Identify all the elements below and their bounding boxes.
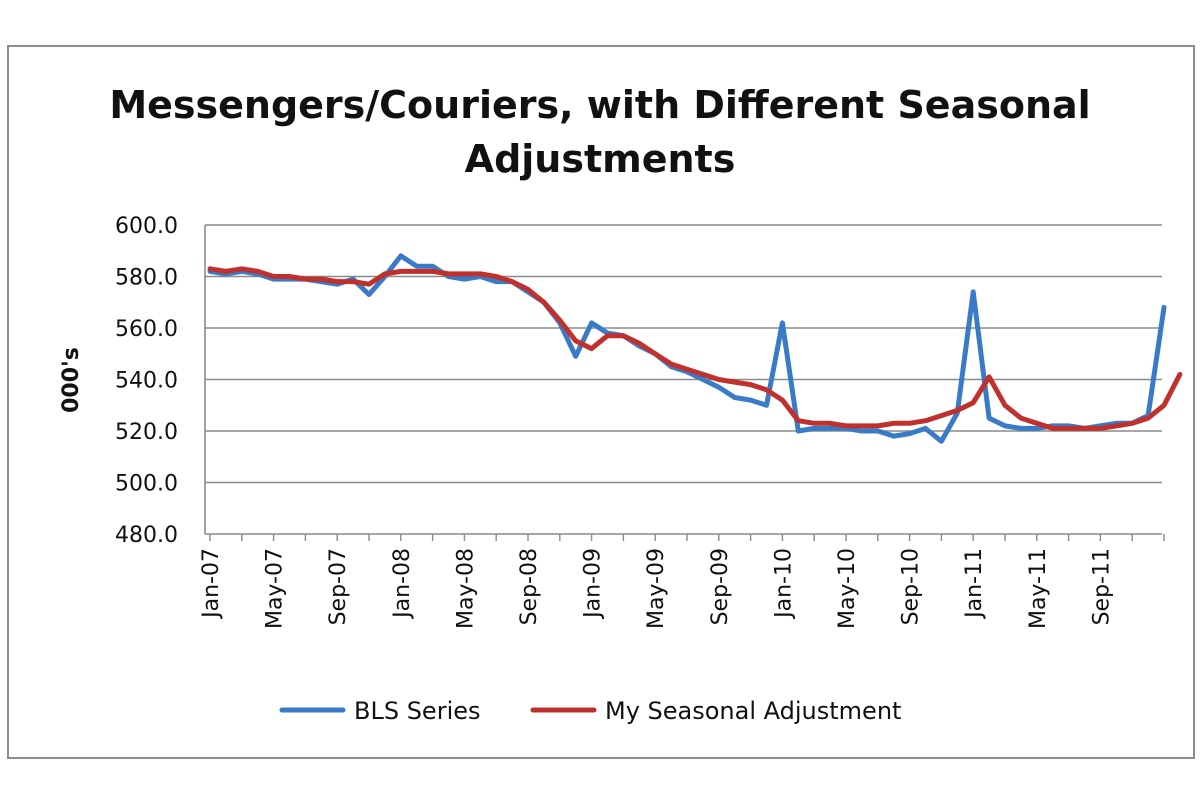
chart-title: Messengers/Couriers, with Different Seas… bbox=[0, 78, 1200, 186]
x-tick-label: Jan-07 bbox=[199, 548, 224, 620]
x-tick-label: Jan-08 bbox=[390, 548, 415, 620]
y-tick-label: 580.0 bbox=[115, 266, 178, 291]
y-axis-label: 000's bbox=[59, 347, 84, 413]
x-tick-label: Jan-11 bbox=[962, 548, 987, 620]
x-tick-label: Sep-07 bbox=[326, 548, 351, 625]
x-tick-label: Sep-09 bbox=[708, 548, 733, 625]
y-tick-label: 480.0 bbox=[115, 523, 178, 548]
x-tick-label: Jan-10 bbox=[771, 548, 796, 620]
y-tick-label: 520.0 bbox=[115, 420, 178, 445]
x-tick-label: May-10 bbox=[835, 548, 860, 629]
x-tick-label: Sep-10 bbox=[899, 548, 924, 625]
x-tick-label: Sep-11 bbox=[1089, 548, 1114, 625]
x-tick-label: May-07 bbox=[263, 548, 288, 629]
y-tick-label: 560.0 bbox=[115, 317, 178, 342]
series-line-seasonal-adjustment bbox=[207, 266, 1183, 431]
x-tick-label: May-09 bbox=[644, 548, 669, 629]
legend-label: My Seasonal Adjustment bbox=[605, 697, 901, 725]
x-tick-label: Jan-09 bbox=[581, 548, 606, 620]
chart-title-line-2: Adjustments bbox=[464, 137, 736, 181]
y-tick-label: 500.0 bbox=[115, 472, 178, 497]
x-tick-label: Sep-08 bbox=[517, 548, 542, 625]
legend-label: BLS Series bbox=[354, 697, 481, 725]
y-tick-label: 600.0 bbox=[115, 214, 178, 239]
x-tick-label: May-08 bbox=[453, 548, 478, 629]
chart-title-line-1: Messengers/Couriers, with Different Seas… bbox=[109, 83, 1091, 127]
y-tick-label: 540.0 bbox=[115, 369, 178, 394]
x-tick-label: May-11 bbox=[1026, 548, 1051, 629]
